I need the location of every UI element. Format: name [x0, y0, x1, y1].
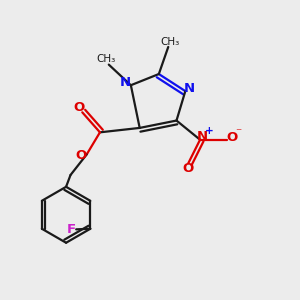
Text: O: O [226, 131, 238, 144]
Text: N: N [120, 76, 131, 89]
Text: O: O [182, 162, 193, 175]
Text: O: O [74, 100, 85, 113]
Text: F: F [67, 223, 76, 236]
Text: +: + [205, 126, 213, 136]
Text: N: N [197, 130, 208, 143]
Text: O: O [75, 149, 86, 162]
Text: N: N [184, 82, 195, 95]
Text: ⁻: ⁻ [235, 127, 242, 140]
Text: CH₃: CH₃ [160, 37, 179, 46]
Text: CH₃: CH₃ [97, 54, 116, 64]
